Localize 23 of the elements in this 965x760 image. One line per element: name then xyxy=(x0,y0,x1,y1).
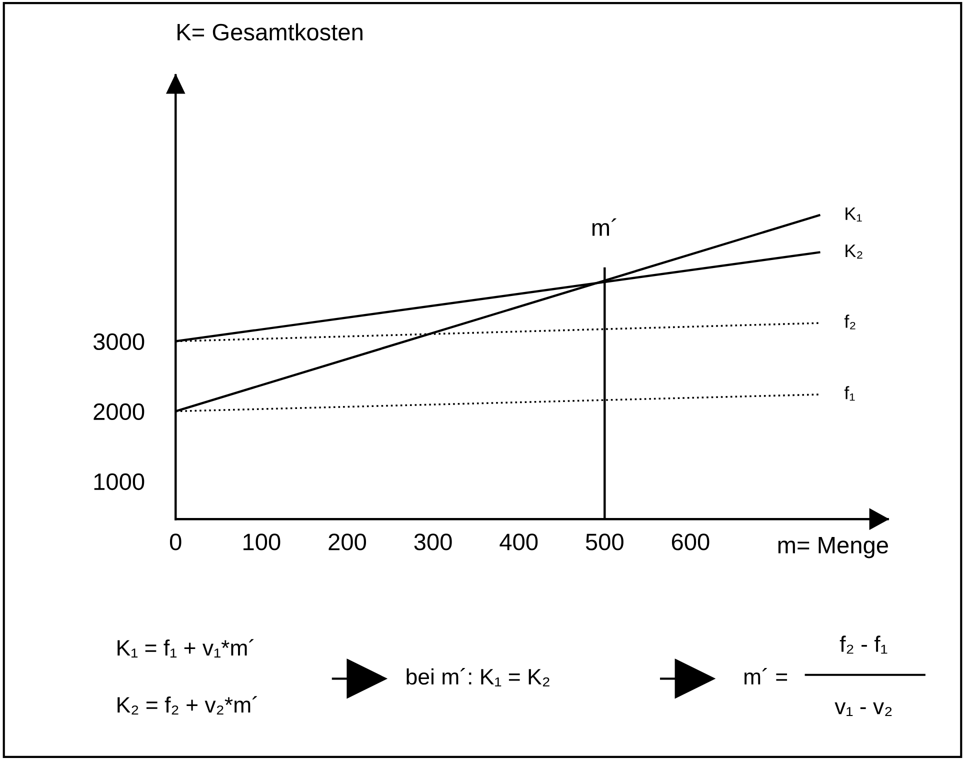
y-tick-label: 2000 xyxy=(94,403,144,420)
y-tick-label: 1000 xyxy=(94,473,144,490)
x-tick-label: 600 xyxy=(672,534,710,550)
x-tick-label: 200 xyxy=(328,534,366,550)
y-axis-title: K= Gesamtkosten xyxy=(178,23,362,41)
text: bei m´: K₁ = K₂ xyxy=(406,668,550,686)
x-tick-label: 0 xyxy=(170,534,182,550)
text: f₂ - f₁ xyxy=(840,636,888,654)
x-axis-title: m= Menge xyxy=(778,537,888,558)
x-tick-label: 100 xyxy=(244,534,280,550)
series-label: K₂ xyxy=(846,244,862,259)
text: m´ = xyxy=(744,668,788,684)
series-label: f₂ xyxy=(844,314,856,330)
text: K₁ = f₁ + v₁*m´ xyxy=(118,639,254,658)
y-tick-label: 3000 xyxy=(93,333,144,350)
series-label: m´ xyxy=(592,218,616,236)
series-label: f₁ xyxy=(844,386,855,401)
x-tick-label: 500 xyxy=(586,534,624,550)
series-label: K₁ xyxy=(846,208,862,222)
x-tick-label: 300 xyxy=(414,534,452,550)
text: K₂ = f₂ + v₂*m´ xyxy=(118,696,257,714)
x-tick-label: 400 xyxy=(500,534,538,550)
text: v₁ - v₂ xyxy=(834,702,892,716)
